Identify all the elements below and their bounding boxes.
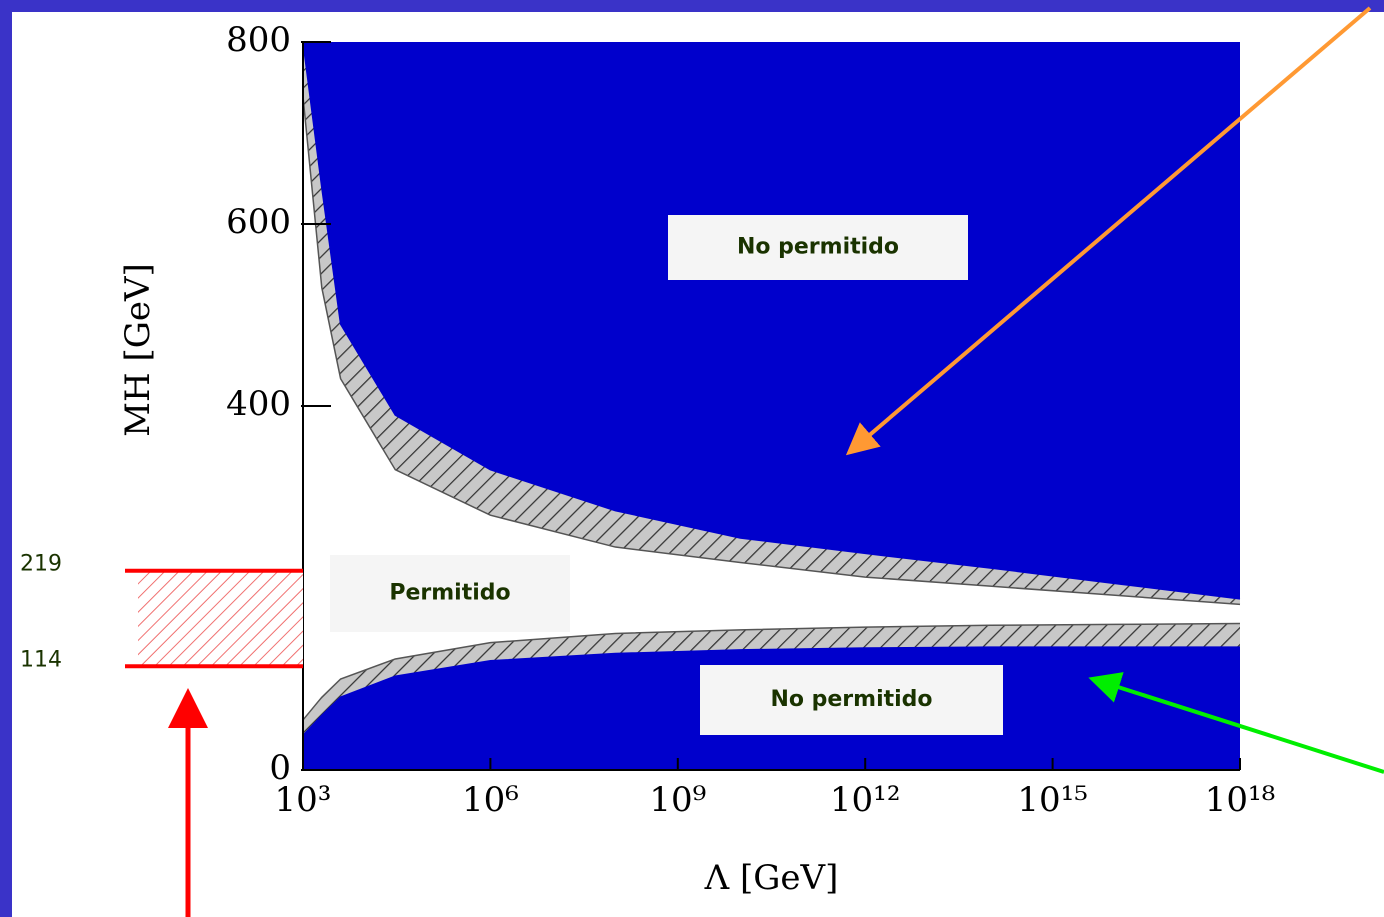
y-tick-label: 800	[226, 20, 291, 60]
highlight-label: 114	[20, 647, 62, 672]
arrow	[1088, 672, 1384, 774]
annotation-box	[700, 665, 1003, 735]
uncertainty-band	[303, 623, 1240, 736]
annotation: No permitido	[737, 235, 899, 260]
plot: 0 400 600 800 10³ 10⁶ 10⁹ 10¹² 10¹⁵ 10¹⁸ Λ [GeV] MH…	[20, 20, 1275, 898]
y-axis-label: MH [GeV]	[118, 263, 158, 437]
x-tick-label: 10¹²	[830, 780, 901, 820]
x-tick-label: 10³	[275, 780, 332, 820]
excluded-region	[303, 42, 1240, 599]
slide-top-strip	[0, 0, 1384, 12]
annotation-box	[668, 215, 968, 280]
x-axis-label: Λ [GeV]	[704, 858, 839, 898]
highlight-label: 219	[20, 552, 62, 577]
x-tick-label: 10¹⁸	[1205, 780, 1276, 820]
bound-line	[302, 96, 1241, 606]
bound-line	[302, 646, 1240, 736]
highlight-range	[138, 570, 303, 667]
x-tick-label: 10¹⁵	[1017, 780, 1088, 820]
y-tick-label: 400	[226, 384, 291, 424]
x-tick-label: 10⁶	[462, 780, 519, 820]
annotation: Permitido	[389, 581, 510, 606]
bound-line	[302, 622, 1241, 721]
slide-left-strip	[0, 0, 12, 917]
annotation: No permitido	[770, 687, 932, 712]
bound-line	[302, 41, 1241, 600]
x-tick-label: 10⁹	[649, 780, 706, 820]
arrow	[845, 6, 1372, 456]
y-tick-label: 0	[269, 748, 291, 788]
y-tick-label: 600	[226, 202, 291, 242]
annotation-box	[330, 555, 570, 632]
